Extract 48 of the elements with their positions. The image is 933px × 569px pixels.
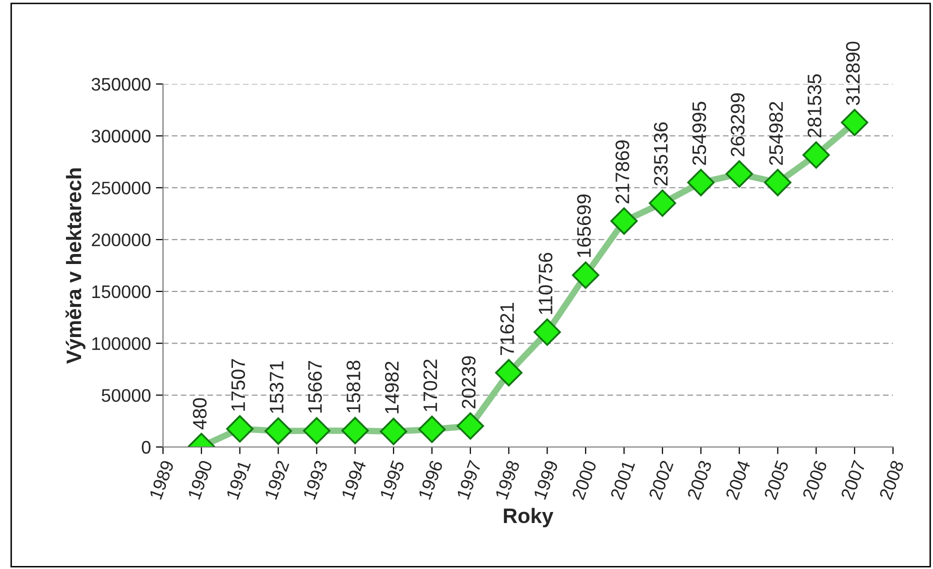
data-label: 15667 [308,360,322,413]
data-label: 17507 [231,359,246,411]
x-tick-label: 1992 [264,460,290,500]
y-tick-label: 200000 [92,234,150,246]
data-label: 17022 [423,360,438,412]
x-tick-label: 1989 [149,460,174,500]
data-label: 263299 [730,93,745,156]
data-label: 14982 [384,362,399,414]
x-tick-label: 1993 [302,460,328,500]
data-label: 110756 [538,252,552,314]
data-label: 254995 [692,102,706,165]
data-label: 15818 [346,360,360,412]
data-label: 217869 [616,140,630,204]
x-axis-title: Roky [504,508,554,528]
data-label: 281535 [808,74,822,138]
x-tick-label: 2008 [878,460,904,500]
data-label: 71621 [500,302,514,356]
data-label: 312890 [846,42,860,106]
x-tick-label: 2006 [802,460,828,500]
y-tick-label: 300000 [92,130,150,143]
y-tick-label: 250000 [92,182,150,194]
data-label: 20239 [462,356,476,408]
x-tick-label: 1991 [226,460,251,500]
x-tick-label: 2004 [725,459,751,500]
x-tick-label: 2003 [686,460,712,500]
x-tick-label: 2001 [610,460,636,500]
x-tick-label: 1996 [418,460,444,500]
data-label: 165699 [577,194,591,257]
y-tick-label: 50000 [102,389,150,402]
x-tick-label: 2002 [648,460,674,500]
data-label: 480 [192,398,207,430]
x-tick-label: 2005 [764,460,789,500]
y-tick-label: 150000 [92,285,150,298]
x-tick-label: 1999 [533,460,558,500]
x-tick-label: 1994 [341,459,366,500]
data-label: 254982 [769,102,783,165]
x-tick-label: 1995 [380,460,405,500]
x-tick-label: 1990 [188,460,213,500]
data-label: 15371 [270,361,284,413]
data-label: 235136 [654,122,668,186]
x-tick-label: 1997 [456,460,482,500]
y-tick-label: 350000 [92,78,150,91]
x-tick-label: 2000 [572,460,597,500]
y-tick-label: 100000 [92,337,150,350]
y-tick-label: 0 [142,440,150,454]
y-axis-title: Výměra v hektarech [66,168,86,364]
x-tick-label: 1998 [494,460,520,500]
x-tick-label: 2007 [840,460,866,500]
